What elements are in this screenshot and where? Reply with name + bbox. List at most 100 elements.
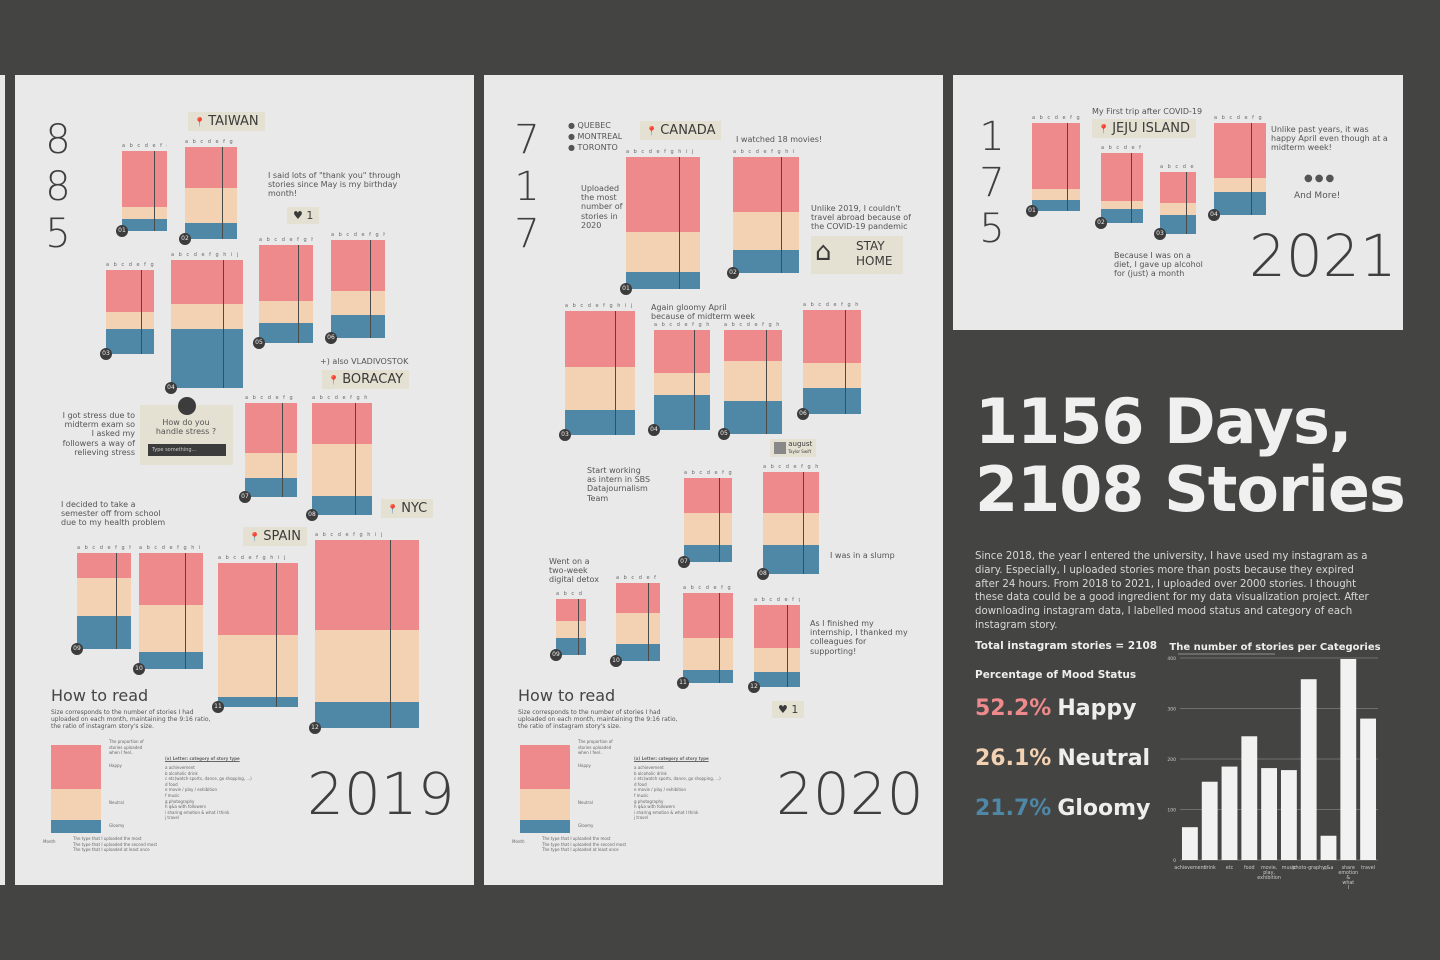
month-number: 05 [253, 337, 265, 349]
month-bar-01 [626, 157, 700, 289]
mood-segment-happy [683, 593, 733, 638]
month-bar-01 [122, 151, 167, 231]
total-digit-2: 8 [45, 164, 71, 210]
mood-segment-neutral [122, 207, 167, 219]
month-bar-08 [312, 403, 372, 515]
mood-segment-gloomy [331, 315, 385, 338]
chart-bar-5 [1280, 770, 1297, 860]
location-spain: 📍 SPAIN [243, 527, 307, 546]
category-letters: a b c d e f g h i j [1101, 145, 1143, 151]
mood-segment-happy [724, 330, 782, 362]
headline-days: 1156 Days, [975, 385, 1352, 458]
chart-x-tick-label: food [1244, 865, 1255, 871]
panel-2019: 8 8 5 📍 TAIWAN 📍 BORACAY 📍 SPAIN 📍 NYC ♥ 1 I… [15, 75, 474, 885]
note-and-more: And More! [1294, 191, 1341, 201]
chart-bar-0 [1181, 827, 1198, 860]
top-category-line [1131, 153, 1132, 223]
category-letters: a b c d e f g h i j [1214, 115, 1266, 121]
legend-category-item: a achievement [634, 765, 664, 770]
month-number: 12 [748, 681, 760, 693]
mood-segment-happy [185, 147, 237, 189]
legend-category-item: f music [165, 792, 180, 798]
month-number: 08 [757, 568, 769, 580]
mood-segment-neutral [106, 312, 154, 329]
mood-segment-happy [556, 599, 586, 622]
mood-segment-gloomy [683, 669, 733, 683]
legend-happy-segment [51, 745, 101, 789]
legend-category-list: a achievement b alcoholic drink c etc(watc… [165, 765, 295, 821]
headline: 1156 Days, 2108 Stories [975, 385, 1435, 524]
mood-segment-happy [1214, 123, 1266, 179]
note-movies: I watched 18 movies! [736, 135, 823, 144]
top-category-line [781, 157, 782, 273]
question-text: How do you handle stress ? [155, 418, 217, 437]
legend-category-item: g photography [165, 798, 195, 804]
month-bar-03 [565, 311, 635, 435]
legend-line-item: The type that I uploaded the second most [73, 841, 158, 847]
legend-sample-bar [520, 745, 570, 833]
mood-segment-happy [684, 478, 732, 514]
category-letters: a b c d e f g h i j [315, 532, 384, 538]
legend-letter-title: (x) Letter: category of story type [165, 756, 240, 761]
month-number: 12 [309, 722, 321, 734]
category-letters: a b c d e f g h i j [763, 464, 819, 470]
legend-neutral: Neutral [109, 800, 124, 805]
top-category-line [390, 540, 391, 728]
legend-line-item: The type that I uploaded the second most [542, 841, 627, 847]
top-category-line [141, 270, 142, 354]
legend-neutral-segment [51, 789, 101, 820]
month-number: 10 [610, 655, 622, 667]
chart-x-tick-label: photo-graphy [1292, 865, 1325, 871]
mood-segment-gloomy [724, 400, 782, 434]
legend-line-types: The type that I uploaded the most The typ… [73, 836, 203, 853]
question-input[interactable]: Type something... [148, 444, 226, 456]
album-cover-icon [774, 442, 786, 454]
note-pandemic: Unlike 2019, I couldn't travel abroad be… [811, 204, 911, 232]
chart-bar-4 [1261, 768, 1278, 860]
mood-segment-neutral [556, 621, 586, 639]
legend-proportion: The proportion of stories uploaded when … [109, 739, 144, 756]
mood-segment-neutral [724, 361, 782, 401]
category-letters: a b c d e f g h i j [171, 252, 240, 258]
mood-segment-gloomy [1032, 199, 1080, 211]
panel-2021: 1 7 5 My First trip after COVID-19 📍 JEJU… [953, 75, 1403, 330]
location-pin-icon: ● [568, 132, 578, 142]
month-number: 07 [239, 491, 251, 503]
mood-segment-gloomy [616, 643, 660, 661]
legend-happy-segment [520, 745, 570, 789]
month-number: 11 [677, 677, 689, 689]
mood-segment-neutral [171, 303, 243, 330]
legend-line-types: The type that I uploaded the most The typ… [542, 836, 672, 853]
more-dots-icon: ●●● [1304, 173, 1337, 184]
mood-segment-happy [77, 553, 131, 578]
top-category-line [1186, 172, 1187, 234]
chart-bar-2 [1221, 766, 1238, 860]
note-semester: I decided to take a semester off from sc… [61, 500, 166, 528]
mood-segment-neutral [626, 232, 700, 272]
month-number: 07 [678, 556, 690, 568]
month-bar-04 [1214, 123, 1266, 215]
category-letters: a b c d e f g h i j [77, 545, 131, 551]
city-quebec: ● QUEBEC [568, 121, 611, 130]
top-category-line [1251, 123, 1252, 215]
legend-category-item: i sharing emotion & what I think [634, 809, 699, 815]
month-bar-05 [259, 245, 313, 343]
location-taiwan: 📍 TAIWAN [188, 112, 265, 131]
mood-segment-gloomy [1214, 191, 1266, 215]
legend-category-item: i sharing emotion & what I think [165, 809, 230, 815]
top-category-line [1067, 123, 1068, 211]
stay-home-badge: ⌂ STAY HOME [811, 236, 903, 274]
chart-x-tick-label: drink [1204, 865, 1216, 871]
category-letters: a b c d e f g h i j [616, 575, 660, 581]
legend-sample-bar [51, 745, 101, 833]
chart-y-tick-label: 400 [1167, 656, 1176, 662]
chart-x-tick-label: travel [1361, 865, 1375, 871]
how-to-read-title: How to read [518, 686, 616, 705]
location-pin-icon: 📍 [646, 127, 658, 137]
legend-category-item: d food [634, 781, 647, 787]
category-letters: a b c d e f g h i j [122, 143, 167, 149]
mood-segment-neutral [684, 513, 732, 546]
mood-segment-happy [654, 330, 710, 373]
mood-segment-happy [565, 311, 635, 367]
category-letters: a b c d e f g h i j [724, 322, 782, 328]
